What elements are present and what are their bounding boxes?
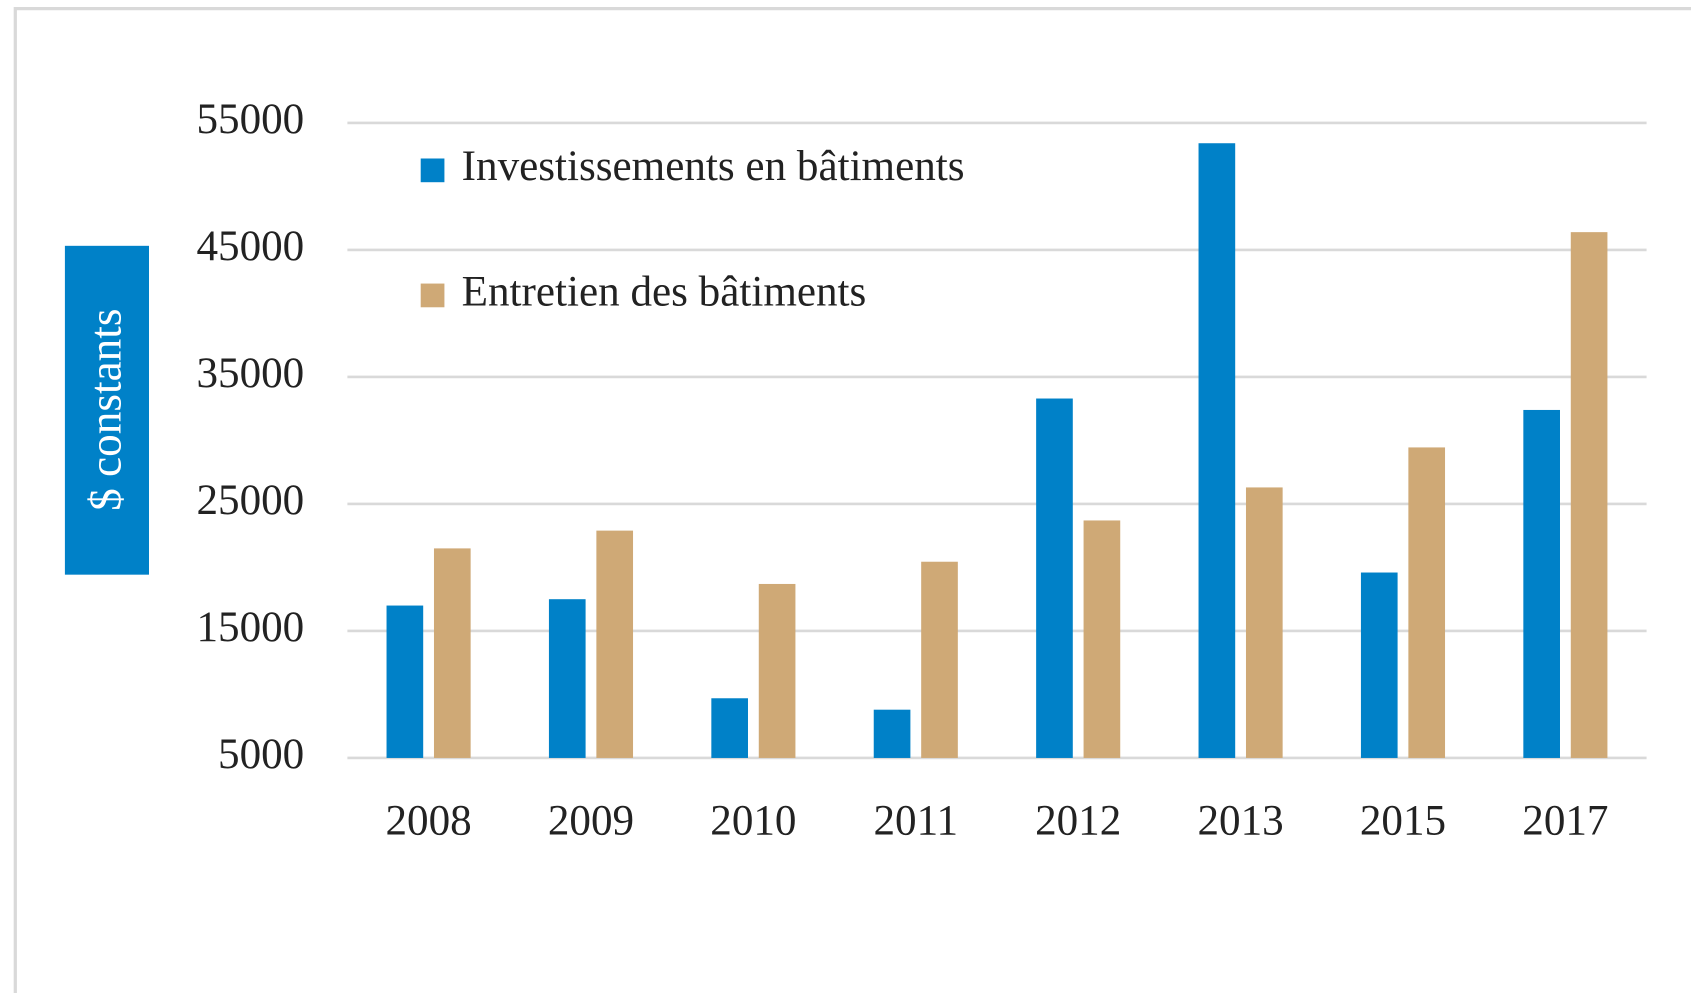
bar <box>1245 487 1283 758</box>
bar <box>758 583 796 758</box>
y-label-box <box>64 245 149 575</box>
legend-swatch <box>420 158 445 183</box>
bar <box>596 530 634 758</box>
x-tick-label: 2015 <box>1360 798 1446 845</box>
bar <box>1083 520 1121 758</box>
y-tick-label: 15000 <box>196 604 304 651</box>
bar <box>1360 572 1398 758</box>
y-axis-label: $ constants <box>81 308 131 510</box>
y-tick-label: 45000 <box>196 223 304 270</box>
bar <box>433 548 471 758</box>
bar <box>1198 143 1236 758</box>
legend-swatch <box>420 283 445 308</box>
bar <box>1570 232 1608 758</box>
x-tick-label: 2011 <box>873 798 958 845</box>
bar <box>873 709 911 758</box>
legend-label: Investissements en bâtiments <box>462 143 965 190</box>
x-tick-label: 2008 <box>385 798 471 845</box>
x-tick-label: 2013 <box>1197 798 1283 845</box>
y-tick-label: 35000 <box>196 350 304 397</box>
bar <box>711 698 748 758</box>
x-tick-label: 2012 <box>1035 798 1121 845</box>
x-tick-label: 2010 <box>710 798 796 845</box>
legend-label: Entretien des bâtiments <box>462 268 867 315</box>
bar <box>1036 398 1073 758</box>
bar <box>1408 447 1446 758</box>
bar <box>1523 409 1560 758</box>
frame <box>13 7 1691 993</box>
bar <box>921 561 958 758</box>
x-tick-label: 2009 <box>548 798 634 845</box>
y-tick-label: 55000 <box>196 96 304 143</box>
y-tick-label: 25000 <box>196 477 304 524</box>
bar <box>548 599 586 758</box>
bar <box>386 605 424 758</box>
y-tick-label: 5000 <box>218 731 304 778</box>
x-tick-label: 2017 <box>1522 798 1608 845</box>
